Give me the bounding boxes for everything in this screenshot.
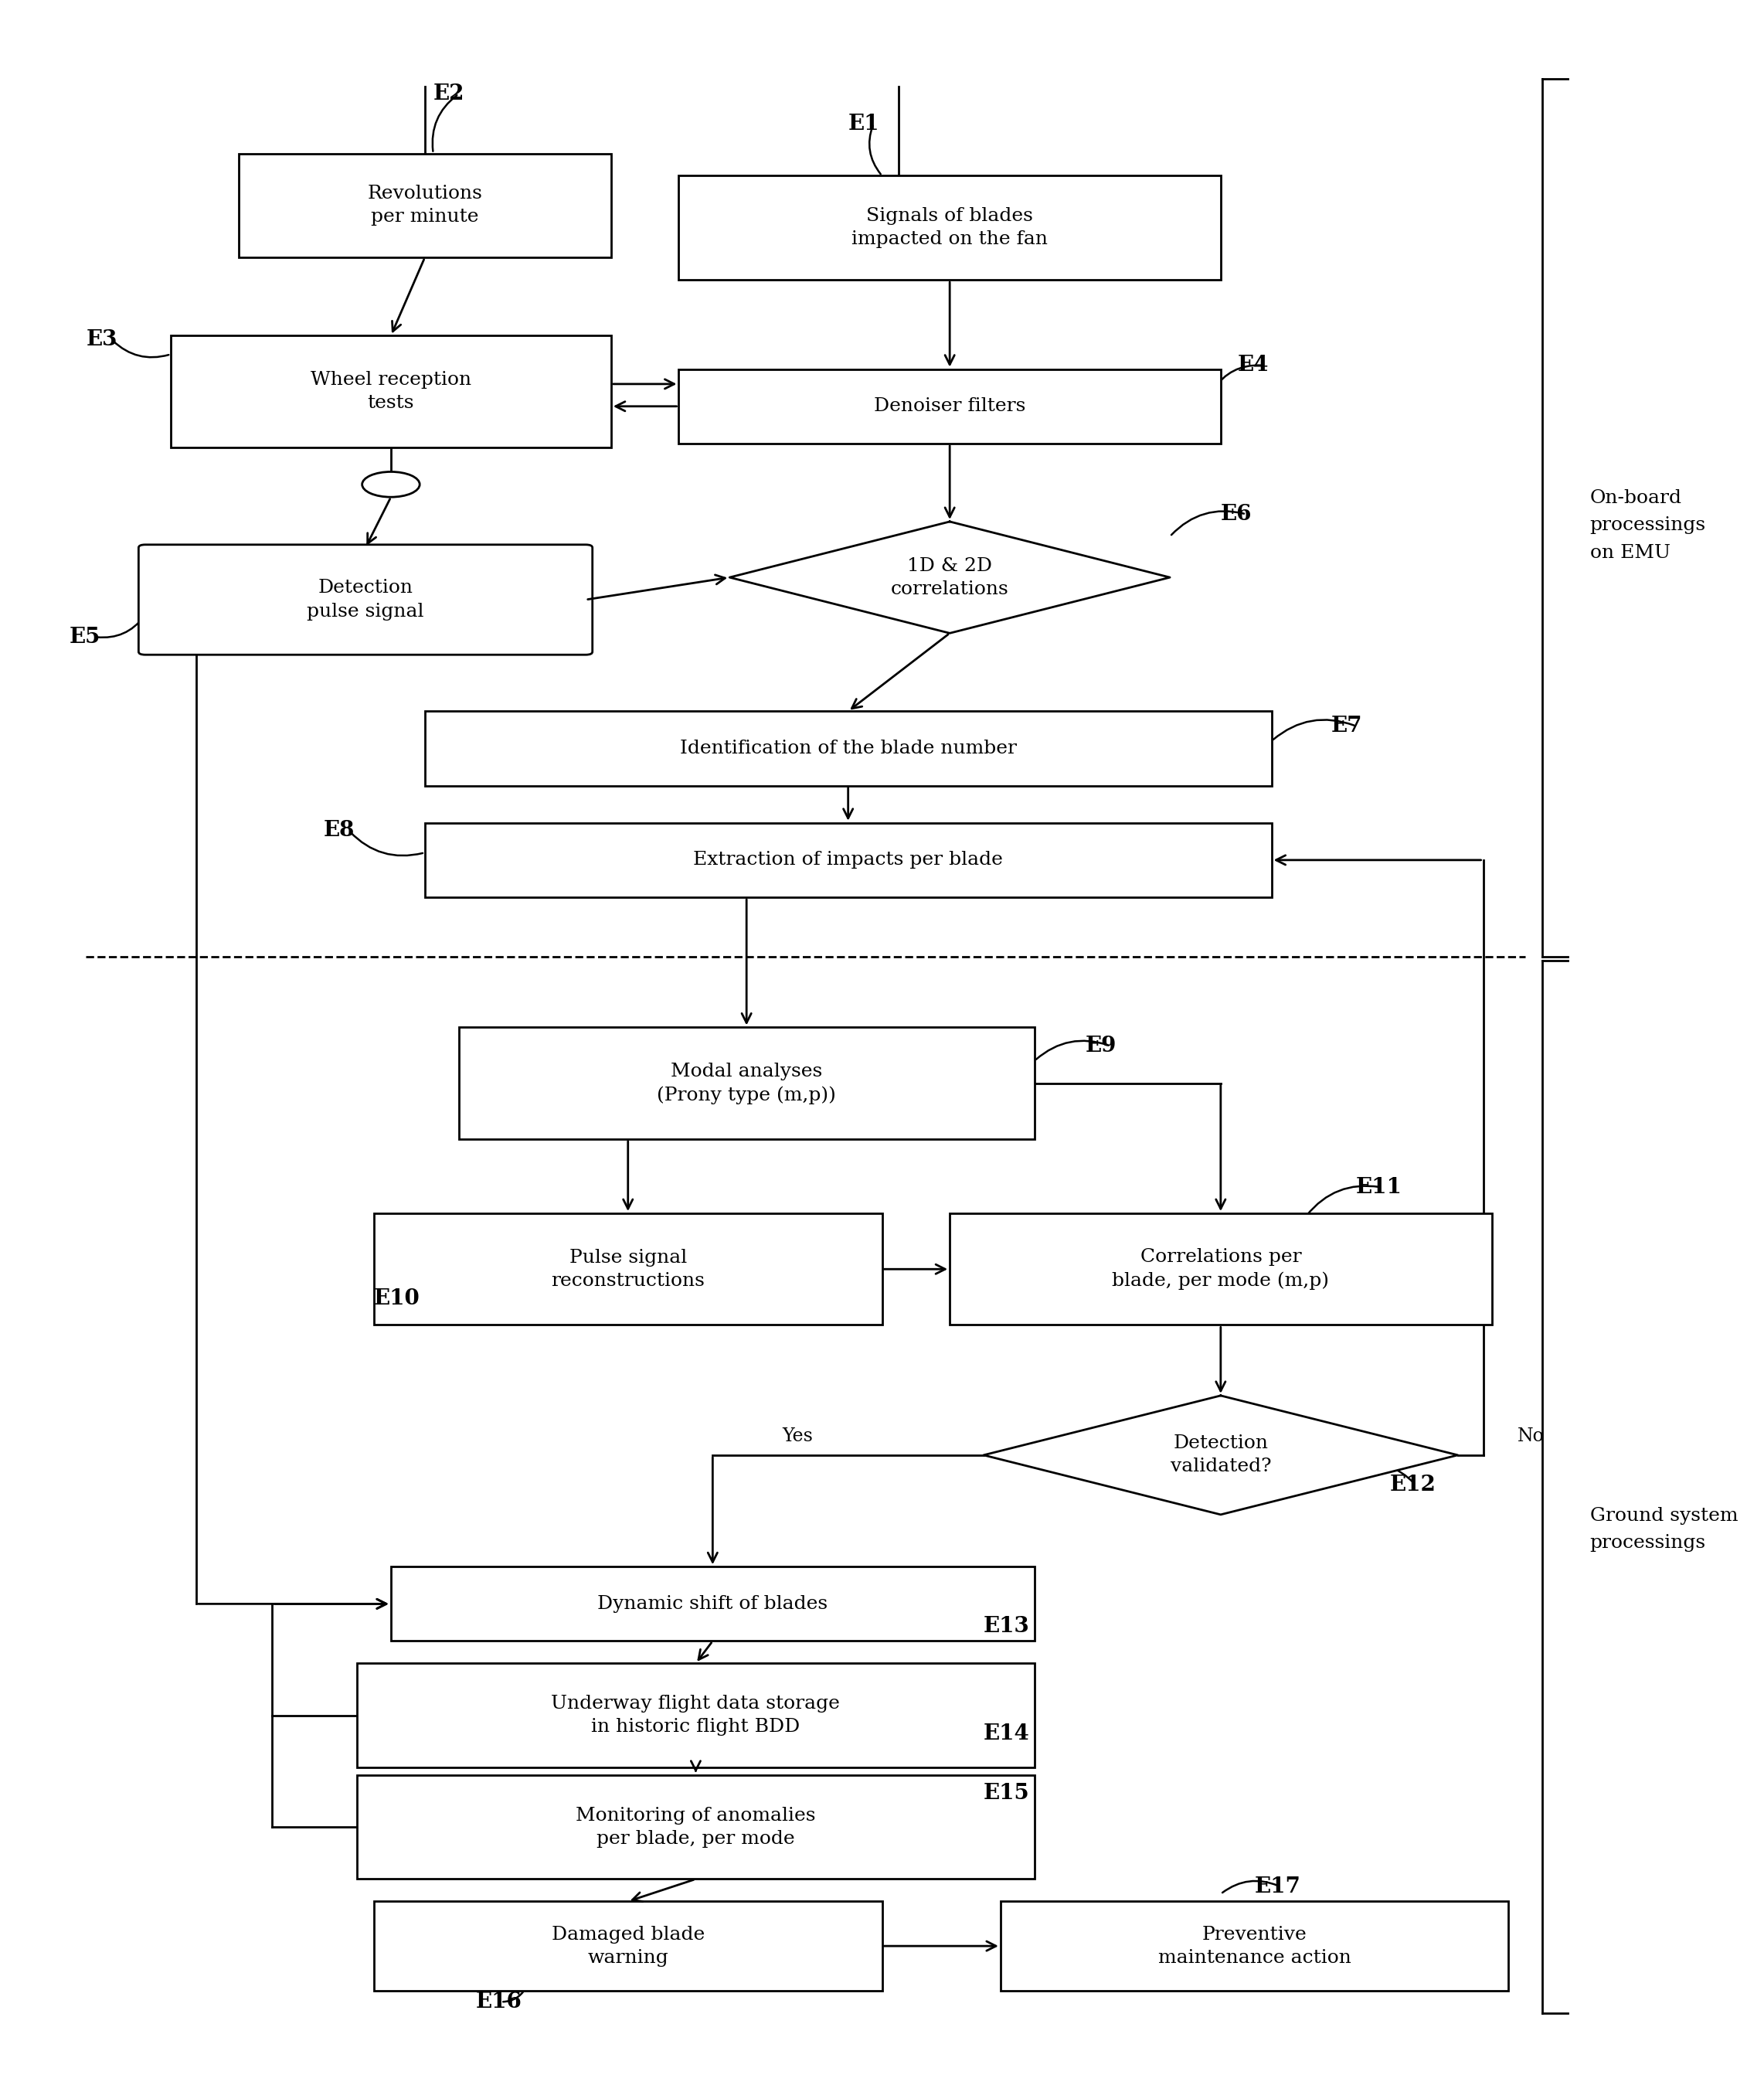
Circle shape <box>362 473 420 498</box>
Polygon shape <box>730 521 1170 634</box>
FancyBboxPatch shape <box>392 1567 1034 1640</box>
Text: E8: E8 <box>323 820 355 841</box>
Text: Modal analyses
(Prony type (m,p)): Modal analyses (Prony type (m,p)) <box>656 1063 836 1105</box>
FancyBboxPatch shape <box>356 1774 1034 1879</box>
Text: E17: E17 <box>1254 1877 1300 1897</box>
Text: E6: E6 <box>1221 504 1252 525</box>
Text: E1: E1 <box>848 113 880 134</box>
Text: E7: E7 <box>1330 715 1362 736</box>
Text: Extraction of impacts per blade: Extraction of impacts per blade <box>693 851 1004 868</box>
Text: E11: E11 <box>1357 1178 1402 1199</box>
Text: Detection
pulse signal: Detection pulse signal <box>307 579 423 619</box>
Text: Preventive
maintenance action: Preventive maintenance action <box>1157 1925 1351 1966</box>
Text: E9: E9 <box>1085 1036 1117 1056</box>
Text: Damaged blade
warning: Damaged blade warning <box>552 1925 704 1966</box>
Text: On-board
processings
on EMU: On-board processings on EMU <box>1589 490 1706 563</box>
Text: E2: E2 <box>434 84 464 105</box>
Text: Dynamic shift of blades: Dynamic shift of blades <box>598 1594 827 1613</box>
FancyBboxPatch shape <box>171 335 610 448</box>
Polygon shape <box>984 1395 1457 1515</box>
Text: E12: E12 <box>1390 1475 1436 1496</box>
FancyBboxPatch shape <box>679 368 1221 444</box>
Text: E16: E16 <box>476 1992 522 2013</box>
Text: Ground system
processings: Ground system processings <box>1589 1506 1738 1552</box>
Text: Underway flight data storage
in historic flight BDD: Underway flight data storage in historic… <box>552 1695 840 1736</box>
FancyBboxPatch shape <box>139 544 593 655</box>
FancyBboxPatch shape <box>425 822 1272 897</box>
FancyBboxPatch shape <box>425 711 1272 787</box>
Text: Signals of blades
impacted on the fan: Signals of blades impacted on the fan <box>852 207 1048 249</box>
Text: Denoiser filters: Denoiser filters <box>873 397 1025 414</box>
Text: E4: E4 <box>1238 356 1268 377</box>
FancyBboxPatch shape <box>374 1213 882 1324</box>
Text: E15: E15 <box>984 1782 1030 1803</box>
Text: Monitoring of anomalies
per blade, per mode: Monitoring of anomalies per blade, per m… <box>575 1807 815 1847</box>
Text: Wheel reception
tests: Wheel reception tests <box>310 370 471 412</box>
Text: Identification of the blade number: Identification of the blade number <box>679 741 1016 757</box>
FancyBboxPatch shape <box>356 1663 1034 1768</box>
Text: E13: E13 <box>984 1615 1030 1636</box>
Text: No: No <box>1517 1427 1544 1446</box>
Text: E10: E10 <box>374 1289 420 1310</box>
Text: E3: E3 <box>86 328 116 349</box>
FancyBboxPatch shape <box>1000 1902 1508 1992</box>
Text: Pulse signal
reconstructions: Pulse signal reconstructions <box>550 1249 706 1289</box>
Text: E14: E14 <box>984 1724 1030 1745</box>
Text: Revolutions
per minute: Revolutions per minute <box>367 184 482 226</box>
Text: 1D & 2D
correlations: 1D & 2D correlations <box>891 556 1009 598</box>
FancyBboxPatch shape <box>949 1213 1492 1324</box>
FancyBboxPatch shape <box>679 176 1221 280</box>
FancyBboxPatch shape <box>238 153 610 257</box>
Text: Yes: Yes <box>781 1427 813 1446</box>
Text: Detection
validated?: Detection validated? <box>1170 1435 1272 1475</box>
FancyBboxPatch shape <box>459 1027 1034 1138</box>
FancyBboxPatch shape <box>374 1902 882 1992</box>
Text: Correlations per
blade, per mode (m,p): Correlations per blade, per mode (m,p) <box>1111 1249 1330 1291</box>
Text: E5: E5 <box>69 626 101 646</box>
